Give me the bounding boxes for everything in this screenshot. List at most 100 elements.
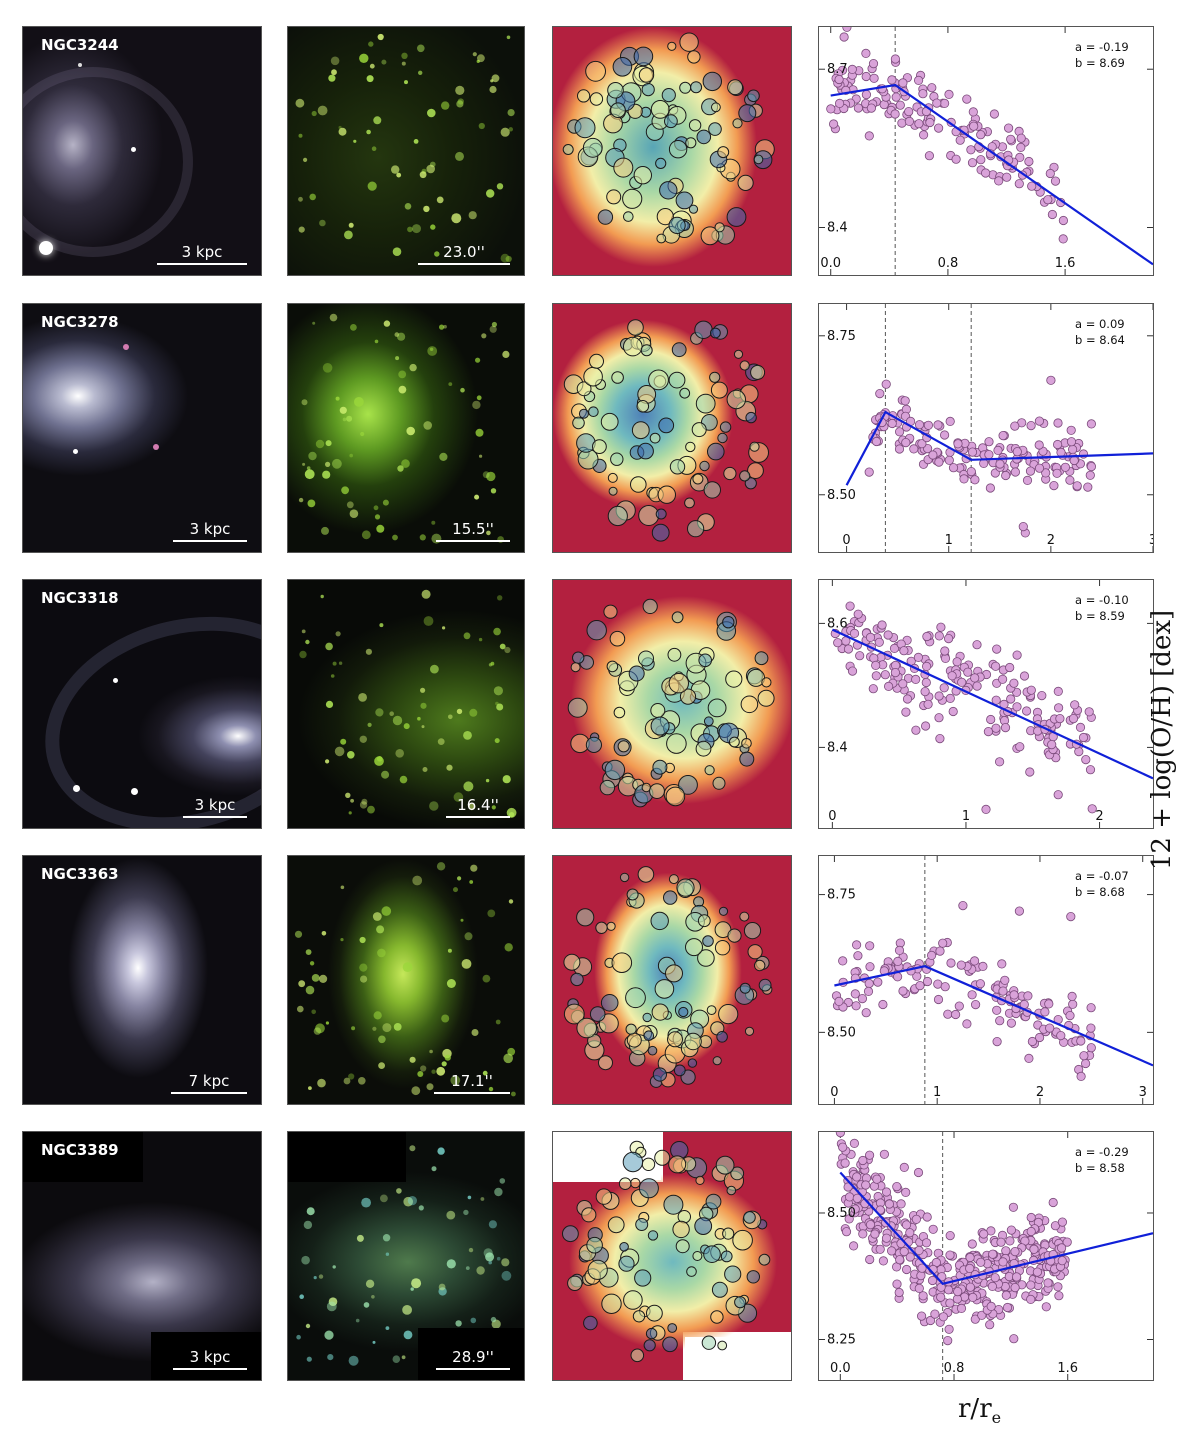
x-tick-label: 3 — [1139, 1085, 1147, 1100]
emission-knot — [378, 1035, 386, 1044]
emission-knot — [502, 775, 511, 784]
data-point — [898, 679, 908, 689]
hii-region-marker — [694, 320, 713, 339]
data-point — [944, 1324, 954, 1334]
rgb-image-ngc3278: NGC3278 3 kpc — [22, 303, 262, 553]
hii-region-marker — [667, 1323, 678, 1333]
rgb-image-ngc3244: NGC3244 3 kpc — [22, 26, 262, 276]
hii-region-marker — [703, 481, 722, 499]
data-point — [1065, 1011, 1075, 1021]
hii-region-marker — [668, 874, 679, 885]
emission-knot — [311, 110, 317, 117]
hii-region-marker — [745, 411, 757, 424]
data-point — [895, 100, 905, 110]
emission-knot — [463, 1209, 469, 1216]
emission-knot — [311, 1009, 316, 1015]
emission-knot — [377, 33, 384, 41]
data-point — [1044, 999, 1054, 1009]
data-point — [1066, 425, 1076, 435]
data-point — [898, 78, 908, 88]
data-point — [833, 638, 843, 648]
emission-knot — [369, 63, 375, 69]
data-point — [863, 986, 874, 996]
hii-region-marker — [676, 878, 695, 897]
hii-region-marker — [610, 452, 624, 466]
data-point — [994, 176, 1004, 186]
hii-region-marker — [668, 216, 686, 234]
data-point — [840, 1158, 850, 1168]
hii-region-marker — [607, 505, 628, 527]
data-point — [936, 622, 946, 632]
data-point — [1058, 234, 1068, 244]
emission-knot — [407, 1196, 417, 1206]
hii-region-marker — [679, 387, 691, 399]
emission-knot — [494, 1187, 503, 1197]
emission-knot — [359, 801, 368, 809]
emission-knot — [303, 1220, 313, 1230]
data-point — [871, 436, 882, 447]
x-tick-label: 2 — [1036, 1085, 1044, 1100]
hii-region-marker — [607, 82, 624, 99]
data-point — [922, 631, 932, 642]
emission-knot — [499, 643, 506, 650]
data-point — [945, 1298, 955, 1308]
emission-knot — [382, 1023, 392, 1033]
emission-knot — [376, 524, 385, 533]
emission-knot — [327, 1354, 334, 1361]
emission-knot — [360, 431, 365, 437]
data-point — [1016, 133, 1026, 143]
hii-region-marker — [619, 1242, 629, 1252]
hii-region-marker — [749, 441, 760, 452]
hii-region-marker — [589, 1006, 606, 1022]
emission-knot — [504, 646, 511, 654]
data-point — [935, 946, 945, 956]
emission-knot — [446, 979, 456, 988]
hii-region-marker — [711, 1281, 728, 1298]
hii-region-marker — [634, 1269, 652, 1287]
data-point — [921, 1238, 932, 1248]
hii-region-marker — [684, 1032, 702, 1051]
emission-knot — [496, 1256, 501, 1261]
emission-knot — [383, 320, 391, 327]
emission-knot — [348, 1355, 359, 1366]
data-point — [947, 671, 957, 681]
emission-knot — [479, 454, 483, 458]
data-point — [861, 48, 871, 59]
emission-knot — [376, 925, 385, 934]
emission-knot — [471, 1029, 479, 1036]
hii-region-marker — [694, 1217, 713, 1235]
data-point — [962, 1019, 972, 1029]
hii-region-marker — [663, 890, 678, 905]
hii-region-marker — [741, 738, 752, 749]
data-point — [896, 1199, 906, 1209]
x-tick-label: 1 — [933, 1085, 941, 1100]
emission-knot — [372, 1026, 377, 1031]
oh-map-ngc3318 — [552, 579, 792, 829]
data-point — [911, 725, 921, 735]
data-point — [914, 420, 925, 430]
emission-knot — [335, 396, 340, 401]
data-point — [1066, 911, 1076, 922]
hii-region-marker — [632, 1310, 646, 1323]
x-tick-label: 0 — [830, 1085, 838, 1100]
hii-region-marker — [672, 1220, 690, 1239]
emission-knot — [483, 1248, 493, 1258]
hii-region-marker — [708, 122, 722, 136]
data-point — [1062, 1237, 1072, 1247]
emission-knot — [340, 885, 345, 890]
hii-region-marker — [697, 949, 715, 967]
data-point — [1056, 1031, 1066, 1041]
data-point — [894, 444, 905, 454]
emission-knot — [296, 1334, 301, 1340]
data-point — [923, 420, 934, 430]
data-point — [967, 1239, 977, 1249]
arcsec-scale-bar: 23.0'' — [418, 243, 510, 265]
data-point — [879, 100, 889, 110]
emission-knot — [413, 139, 419, 144]
data-point — [1004, 123, 1014, 133]
data-point — [866, 103, 877, 113]
hii-region-marker — [570, 972, 584, 987]
data-point — [1023, 991, 1033, 1001]
hii-region-marker — [595, 921, 608, 935]
data-point — [834, 996, 844, 1006]
